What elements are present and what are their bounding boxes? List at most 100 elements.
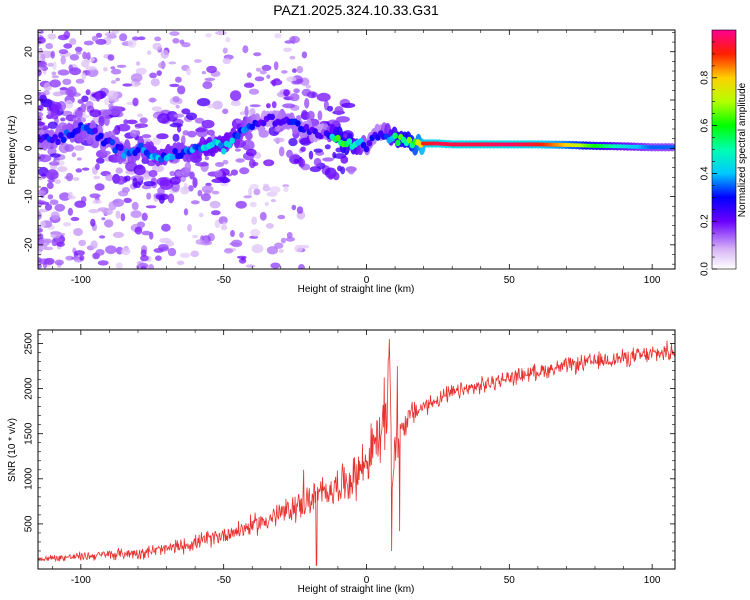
noise-blob xyxy=(151,106,163,112)
ridge-core xyxy=(138,142,144,149)
noise-blob xyxy=(298,264,305,269)
noise-blob xyxy=(197,189,203,197)
noise-blob xyxy=(194,59,202,63)
noise-blob xyxy=(177,85,186,95)
colorbar: 0.0 0.2 0.4 0.6 0.8 Normalized spectral ampl… xyxy=(700,29,748,276)
noise-blob xyxy=(280,237,286,244)
noise-blob xyxy=(38,200,46,204)
noise-blob xyxy=(296,65,304,74)
noise-blob xyxy=(251,244,264,254)
noise-blob xyxy=(254,76,265,82)
noise-blob xyxy=(69,54,80,61)
ridge-halo-blob xyxy=(50,101,62,111)
noise-blob xyxy=(134,226,143,235)
ridge-core xyxy=(395,139,401,147)
noise-blob xyxy=(147,50,152,55)
noise-blob xyxy=(45,43,53,50)
noise-blob xyxy=(248,88,260,95)
ridge-halo-blob xyxy=(112,128,119,135)
noise-blob xyxy=(116,64,127,68)
ridge-halo-blob xyxy=(117,123,131,132)
noise-blob xyxy=(110,80,117,84)
noise-blob xyxy=(181,42,191,48)
noise-blob xyxy=(123,197,132,204)
noise-blob xyxy=(93,175,101,180)
ridge-halo-blob xyxy=(322,157,334,162)
x-tick-label: -100 xyxy=(71,275,91,286)
ridge-halo-blob xyxy=(307,110,315,120)
noise-blob xyxy=(251,216,258,225)
ridge-halo-blob xyxy=(74,109,83,119)
noise-blob xyxy=(183,208,189,216)
noise-blob xyxy=(261,64,272,71)
y-tick-label: 2500 xyxy=(24,332,35,355)
ridge-halo-blob xyxy=(80,103,87,113)
ridge-core xyxy=(303,123,310,131)
noise-blob xyxy=(285,236,296,242)
ridge-halo-blob xyxy=(309,166,322,173)
noise-blob xyxy=(82,167,90,171)
noise-blob xyxy=(63,30,71,39)
ridge-core xyxy=(118,144,124,151)
noise-blob xyxy=(239,232,244,238)
noise-blob xyxy=(201,71,207,75)
noise-blob xyxy=(202,81,213,89)
ridge-halo-blob xyxy=(214,170,223,178)
noise-blob xyxy=(52,61,57,70)
noise-blob xyxy=(211,210,221,216)
noise-blob xyxy=(149,72,157,79)
noise-blob xyxy=(152,42,162,51)
noise-blob xyxy=(95,32,103,38)
noise-blob xyxy=(230,230,235,237)
noise-blob xyxy=(70,216,80,222)
noise-blob xyxy=(47,179,56,183)
ridge-halo-blob xyxy=(332,172,340,181)
x-tick-label: 0 xyxy=(364,575,370,586)
y-tick-label: -20 xyxy=(24,237,35,252)
noise-blob xyxy=(278,249,284,253)
noise-blob xyxy=(54,203,66,212)
noise-blob xyxy=(59,192,71,201)
noise-blob xyxy=(284,40,293,44)
ridge-core xyxy=(363,145,370,153)
ridge-halo-blob xyxy=(300,146,306,152)
ridge-halo-blob xyxy=(324,144,331,150)
noise-blob xyxy=(259,211,267,221)
noise-blob xyxy=(110,66,116,70)
ridge-halo-blob xyxy=(298,158,306,168)
noise-blob xyxy=(156,70,162,76)
ridge-halo-blob xyxy=(169,176,181,185)
ridge-halo-blob xyxy=(313,148,323,153)
noise-blob xyxy=(43,246,54,251)
noise-blob xyxy=(63,222,72,227)
spectrogram-y-axis-label: Frequency (Hz) xyxy=(7,116,18,185)
ridge-halo-blob xyxy=(304,98,310,109)
x-tick-label: 50 xyxy=(504,275,516,286)
noise-blob xyxy=(230,169,238,176)
ridge-halo-blob xyxy=(195,127,207,133)
noise-blob xyxy=(194,117,205,124)
noise-blob xyxy=(65,255,75,261)
noise-blob xyxy=(50,211,60,220)
noise-blob xyxy=(265,223,274,229)
noise-blob xyxy=(57,69,70,76)
noise-blob xyxy=(83,40,94,46)
noise-blob xyxy=(122,83,133,87)
noise-blob xyxy=(270,199,277,203)
noise-blob xyxy=(266,246,278,255)
noise-blob xyxy=(73,145,85,151)
noise-blob xyxy=(131,201,139,211)
snr-frame xyxy=(37,329,676,570)
ridge-halo-blob xyxy=(48,161,60,166)
noise-blob xyxy=(206,103,215,109)
ridge-halo-blob xyxy=(175,170,185,177)
noise-blob xyxy=(71,152,77,158)
noise-blob xyxy=(75,78,85,84)
noise-blob xyxy=(38,48,42,52)
ridge-halo-blob xyxy=(95,91,101,102)
noise-blob xyxy=(205,182,212,187)
ridge-halo-blob xyxy=(244,106,249,117)
noise-blob xyxy=(115,77,120,82)
noise-blob xyxy=(222,57,231,65)
